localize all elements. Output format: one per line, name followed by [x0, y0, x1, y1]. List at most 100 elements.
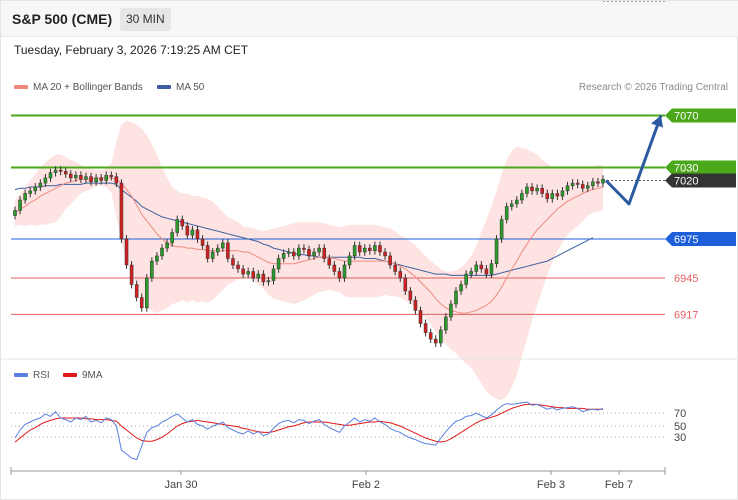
candle-body	[428, 332, 433, 340]
candle-body	[170, 232, 174, 244]
candle-body	[145, 277, 149, 309]
candle-body	[231, 258, 235, 266]
candle-body	[256, 273, 261, 279]
candle-body	[155, 255, 159, 262]
candle-body	[297, 247, 301, 257]
candle-body	[393, 264, 397, 272]
rsi-level-label-30: 30	[674, 432, 686, 444]
candle-body	[312, 251, 316, 257]
candle-body	[530, 186, 534, 192]
projection-arrow	[604, 114, 663, 206]
candle-body	[302, 247, 306, 250]
candle-body	[403, 277, 408, 292]
candle-body	[246, 271, 250, 275]
candle-body	[418, 310, 423, 324]
legend-ma50: MA 50	[157, 82, 204, 93]
candle-body	[276, 258, 281, 270]
candle-body	[266, 280, 271, 283]
candle-body	[347, 255, 352, 266]
header-bar: S&P 500 (CME) 30 MIN	[1, 1, 738, 37]
candle-body	[241, 268, 245, 275]
candle-body	[494, 238, 499, 264]
legend-rsi: RSI	[14, 370, 50, 381]
candle-body	[535, 188, 539, 192]
bollinger-band	[15, 120, 603, 401]
candle-body	[454, 290, 458, 305]
candle-body	[18, 199, 22, 211]
candle-body	[33, 186, 38, 192]
candle-body	[449, 303, 453, 318]
candle-body	[124, 238, 129, 266]
ma20-label: MA 20 + Bollinger Bands	[33, 82, 143, 93]
candle-body	[180, 219, 185, 227]
candle-body	[195, 229, 200, 240]
candle-body	[550, 193, 555, 199]
candle-body	[38, 182, 43, 188]
candle-body	[368, 247, 372, 251]
candle-body	[28, 190, 32, 194]
candle-body	[200, 238, 205, 246]
candle-body	[540, 188, 544, 194]
candle-body	[322, 247, 326, 259]
candle-body	[119, 182, 124, 240]
candle-body	[13, 210, 17, 216]
candle-body	[398, 271, 403, 279]
candle-body	[99, 177, 103, 181]
candle-body	[596, 181, 600, 184]
timeframe-button[interactable]: 30 MIN	[120, 8, 171, 31]
x-tick-label: Feb 3	[537, 479, 565, 491]
candle-body	[236, 264, 240, 270]
candle-body	[464, 273, 468, 285]
candle-body	[413, 299, 418, 311]
rsi-ma-swatch	[63, 373, 77, 378]
candle-body	[515, 199, 519, 205]
rsi-swatch	[14, 373, 28, 378]
candle-body	[352, 245, 357, 257]
candle-body	[525, 186, 529, 194]
candle-body	[327, 258, 332, 266]
candle-body	[53, 169, 58, 173]
candle-body	[89, 176, 93, 183]
candle-body	[63, 171, 68, 175]
rsi-label: RSI	[33, 370, 50, 381]
candle-body	[383, 251, 387, 257]
candle-body	[74, 175, 78, 179]
candle-body	[504, 206, 509, 220]
ma50-label: MA 50	[176, 82, 205, 93]
projection-arrow-head	[651, 115, 663, 128]
candle-body	[286, 251, 291, 254]
rsi-level-label-70: 70	[674, 408, 686, 420]
level-label-6945: 6945	[674, 273, 698, 285]
candle-body	[433, 338, 438, 344]
candle-body	[555, 193, 560, 197]
candle-body	[388, 255, 392, 266]
ma50-line	[14, 182, 594, 276]
candle-body	[215, 247, 220, 253]
level-label-7030: 7030	[674, 163, 698, 175]
candle-body	[444, 316, 448, 331]
level-tag-7020	[665, 173, 736, 188]
candle-body	[580, 184, 585, 189]
candle-body	[160, 247, 164, 257]
candle-body	[378, 245, 382, 253]
candle-body	[205, 245, 210, 259]
candle-body	[271, 268, 276, 281]
candle-body	[23, 193, 27, 201]
candle-body	[586, 185, 590, 189]
candle-body	[114, 176, 119, 184]
level-tag-7070	[665, 108, 736, 123]
candle-body	[48, 172, 53, 179]
candle-body	[479, 264, 484, 270]
ma50-swatch	[157, 85, 171, 90]
candle-body	[261, 273, 266, 283]
candle-body	[509, 203, 514, 207]
candle-body	[575, 182, 580, 185]
x-tick-label: Feb 7	[605, 479, 633, 491]
candle-body	[94, 177, 98, 183]
candle-body	[545, 193, 550, 199]
candle-body	[342, 264, 347, 279]
candle-body	[337, 271, 342, 279]
candle-body	[129, 264, 134, 285]
candle-body	[58, 169, 63, 172]
